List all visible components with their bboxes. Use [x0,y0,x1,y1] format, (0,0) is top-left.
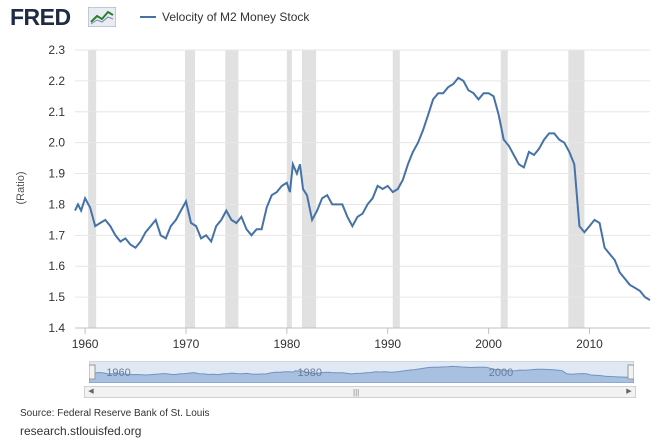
recession-band [225,50,239,328]
y-axis-ticks: 1.4 1.5 1.6 1.7 1.8 1.9 2.0 2.1 2.2 2.3 [48,43,65,335]
x-tick-label: 1970 [173,337,200,351]
y-tick-label: 2.3 [48,43,65,57]
y-tick-label: 1.7 [48,228,65,242]
y-tick-label: 2.2 [48,74,65,88]
y-tick-label: 1.4 [48,321,65,335]
y-axis-label: (Ratio) [15,171,27,204]
x-tick-label: 1990 [374,337,401,351]
recession-band [301,50,317,328]
recession-band [88,50,97,328]
scroll-left-arrow-icon[interactable]: ◀ [88,388,94,395]
navigator-ticks: 1960 1980 2000 [106,367,513,379]
chart-line-icon [88,7,116,27]
navigator-tick-label: 1980 [298,367,322,379]
navigator-area [88,365,635,384]
series-line-velocity [74,76,651,302]
y-tick-label: 1.6 [48,259,65,273]
scrollbar[interactable]: ◀ ||| ▶ [84,386,636,398]
navigator-tick-label: 1960 [106,367,130,379]
navigator[interactable]: 1960 1980 2000 [88,360,635,384]
scroll-grip-icon[interactable]: ||| [353,388,360,397]
x-axis-ticks: 1960 1970 1980 1990 2000 2010 [72,327,650,351]
y-tick-label: 1.9 [48,167,65,181]
y-tick-label: 2.1 [48,105,65,119]
recession-band [500,50,508,328]
velocity-chart: 1.41.51.61.71.81.92.02.12.22.3 1960 1970 1… [15,43,651,351]
navigator-handle-left[interactable] [88,364,96,380]
header: FRED Velocity of M2 Money Stock [0,0,663,40]
x-tick-label: 2000 [475,337,502,351]
navigator-handle-right[interactable] [627,364,635,380]
recession-bands [88,50,585,328]
site-link[interactable]: research.stlouisfed.org [20,424,142,438]
y-tick-label: 1.8 [48,197,65,211]
legend-label: Velocity of M2 Money Stock [162,10,310,24]
fred-logo[interactable]: FRED [10,4,71,30]
recession-band [184,50,196,328]
y-tick-label: 1.5 [48,290,65,304]
legend-line-icon [140,16,156,18]
y-tick-label: 2.0 [48,136,65,150]
x-tick-label: 1980 [273,337,300,351]
scroll-right-arrow-icon[interactable]: ▶ [626,388,632,395]
legend[interactable]: Velocity of M2 Money Stock [140,10,309,24]
x-tick-label: 1960 [72,337,99,351]
grid-lines [75,49,650,329]
x-tick-label: 2010 [576,337,603,351]
source-text: Source: Federal Reserve Bank of St. Loui… [20,408,210,419]
navigator-tick-label: 2000 [489,367,513,379]
